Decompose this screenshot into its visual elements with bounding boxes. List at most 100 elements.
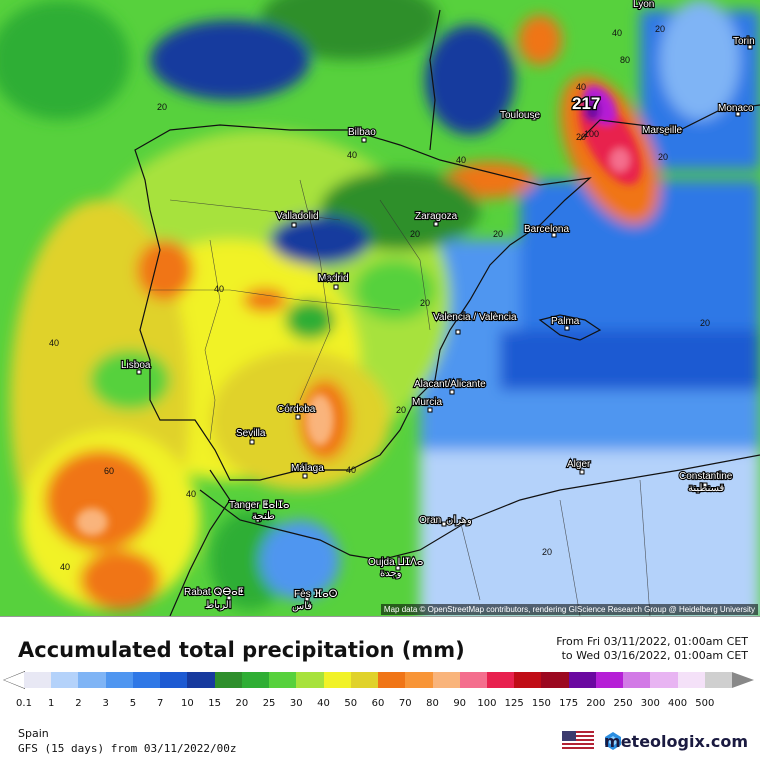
city-toulouse: Toulouse: [500, 110, 540, 121]
contour-label: 20: [420, 298, 430, 308]
contour-label: 40: [346, 465, 356, 475]
city-monaco: Monaco: [718, 103, 754, 114]
city-malaga: Málaga: [291, 463, 324, 474]
city-oujda: Oujda ⵡⵊⴷⴰ: [368, 557, 423, 568]
scale-tick-label: 175: [559, 698, 579, 709]
scale-tick-label: 7: [156, 698, 164, 709]
scale-tick-label: 0.1: [16, 698, 32, 709]
map-canvas: Lyon Torin Monaco Toulouse Marseille Bil…: [0, 0, 760, 616]
contour-label: 60: [104, 466, 114, 476]
scale-swatch: [241, 672, 270, 688]
scale-swatch: [623, 672, 651, 688]
contour-label: 20: [410, 229, 420, 239]
scale-tick-label: 10: [181, 698, 194, 709]
scale-swatch: [405, 672, 433, 688]
scale-swatch: [132, 672, 161, 688]
scale-tick-label: 15: [208, 698, 221, 709]
city-labels: Lyon Torin Monaco Toulouse Marseille Bil…: [120, 0, 756, 613]
contour-label: 40: [214, 284, 224, 294]
contour-label: 20: [576, 132, 586, 142]
city-lyon: Lyon: [633, 0, 654, 10]
city-markers: [136, 44, 753, 602]
contour-label: 20: [542, 547, 552, 557]
city-cordoba: Córdoba: [277, 404, 316, 415]
scale-tick-label: 30: [289, 698, 303, 709]
scale-tick-label: 1: [48, 698, 55, 709]
scale-swatch: [160, 672, 188, 688]
contour-label: 40: [186, 489, 196, 499]
contour-label: 40: [49, 338, 59, 348]
city-sevilla: Sevilla: [236, 428, 266, 439]
scale-tick-label: 2: [75, 698, 82, 709]
contour-label: 40: [324, 275, 334, 285]
scale-tick-label: 250: [613, 698, 633, 709]
scale-tick-label: 3: [102, 698, 109, 709]
scale-swatch: [105, 672, 133, 688]
scale-swatch: [378, 672, 406, 688]
city-alger: Alger: [567, 459, 591, 470]
scale-swatch: [51, 672, 79, 688]
city-zaragoza: Zaragoza: [415, 211, 458, 222]
model-label: GFS (15 days) from 03/11/2022/00z: [18, 742, 237, 755]
scale-tick-label: 60: [371, 698, 385, 709]
city-constantine-ar: قسنطينة: [688, 483, 725, 494]
scale-swatch: [704, 672, 733, 688]
scale-tick-label: 80: [426, 698, 439, 709]
scale-swatch: [541, 672, 569, 688]
scale-swatch: [269, 672, 297, 688]
meteologix-logo-icon: [605, 732, 621, 750]
contour-label: 20: [396, 405, 406, 415]
city-fes-ar: فاس: [292, 601, 312, 612]
contour-label: 20: [700, 318, 710, 328]
map-title: Accumulated total precipitation (mm): [18, 638, 465, 662]
time-range-to: to Wed 03/16/2022, 01:00am CET: [561, 649, 748, 662]
city-rabat-ar: الرباط: [205, 600, 231, 611]
scale-swatch: [24, 672, 52, 688]
scale-swatch: [514, 672, 542, 688]
city-fes: Fès ⴼⴰⵙ: [294, 589, 338, 600]
city-oran: Oran: [419, 515, 441, 526]
scale-tick-label: 25: [262, 698, 276, 709]
scale-swatch: [350, 672, 379, 688]
city-palma: Palma: [551, 316, 580, 327]
scale-swatch: [677, 672, 705, 688]
city-oujda-ar: وجدة: [380, 568, 402, 579]
color-scale: 0.1 1 2 3 5 7 10 15 20 25 30 40 50 60 70 80 90 100 125 150 1…: [0, 670, 760, 712]
city-murcia: Murcia: [412, 397, 442, 408]
scale-swatch: [187, 672, 215, 688]
contour-label: 20: [493, 229, 503, 239]
contour-label: 100: [584, 129, 599, 139]
scale-swatch: [459, 672, 487, 688]
max-value-label: 217: [572, 94, 600, 113]
scale-tick-label: 200: [586, 698, 606, 709]
scale-tick-label: 70: [398, 698, 412, 709]
scale-swatch: [323, 672, 351, 688]
city-constantine: Constantine: [679, 471, 733, 482]
scale-swatch: [568, 672, 596, 688]
scale-left-arrow: [4, 672, 24, 688]
contour-label: 40: [612, 28, 622, 38]
contour-label: 20: [658, 152, 668, 162]
contour-label: 20: [157, 102, 167, 112]
region-label: Spain: [18, 727, 49, 740]
scale-tick-label: 300: [640, 698, 660, 709]
contour-label: 20: [655, 24, 665, 34]
scale-swatch: [595, 672, 624, 688]
city-alicante: Alacant/Alicante: [414, 379, 486, 390]
brand-name[interactable]: meteologix.com: [604, 732, 748, 751]
contour-label: 40: [60, 562, 70, 572]
city-valencia: Valencia / València: [433, 312, 517, 323]
scale-swatch: [296, 672, 324, 688]
city-madrid: Madrid: [318, 273, 349, 284]
city-marseille: Marseille: [642, 125, 682, 136]
contour-labels: 20 40 40 20 20 20 20 40 40 40 40 60 40 4…: [49, 24, 710, 572]
us-flag-icon[interactable]: [562, 731, 594, 751]
city-oran-ar: وهران: [446, 515, 472, 526]
contour-label: 40: [576, 82, 586, 92]
contour-label: 40: [347, 150, 357, 160]
contour-label: 80: [620, 55, 630, 65]
scale-swatch: [78, 672, 106, 688]
city-barcelona: Barcelona: [524, 224, 569, 235]
scale-tick-label: 500: [695, 698, 715, 709]
scale-tick-label: 150: [531, 698, 551, 709]
